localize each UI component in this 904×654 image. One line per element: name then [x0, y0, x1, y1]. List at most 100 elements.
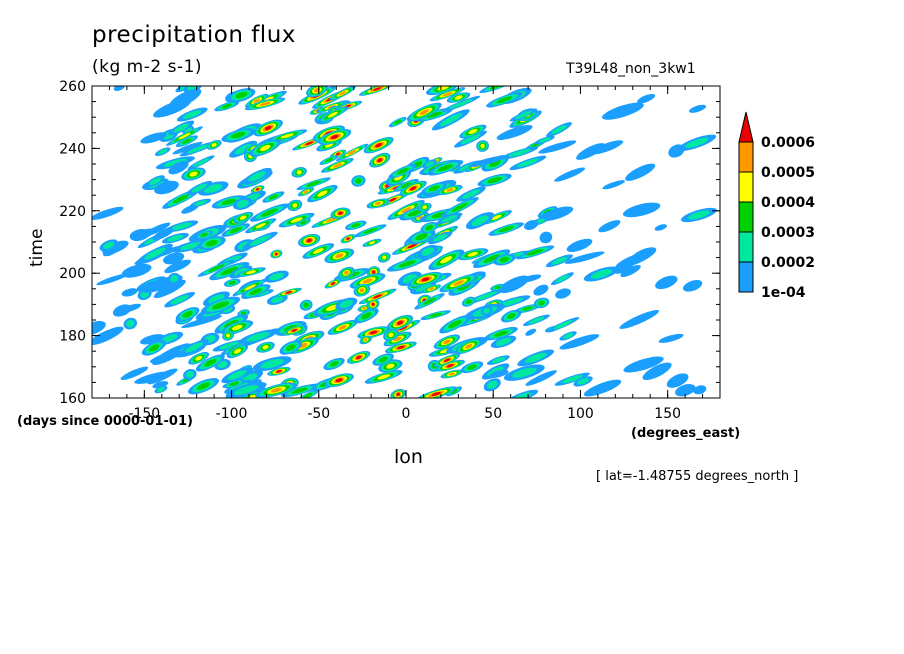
precip-blob	[399, 180, 427, 197]
precip-blob	[302, 243, 335, 259]
precip-contour	[378, 356, 388, 363]
precip-contour	[471, 215, 489, 226]
y-tick-label: 160	[59, 391, 86, 407]
precip-blob	[317, 106, 349, 123]
precip-contour	[533, 284, 549, 296]
precip-blob	[149, 350, 182, 363]
precip-blob	[484, 327, 518, 341]
precip-blob	[245, 218, 277, 234]
precip-contour	[682, 279, 703, 292]
precip-contour	[453, 280, 464, 286]
precip-contour	[598, 220, 621, 233]
precip-contour	[538, 300, 545, 306]
precip-contour	[298, 343, 308, 349]
precip-contour	[170, 275, 179, 283]
precip-contour	[204, 184, 223, 193]
precip-blob	[383, 331, 412, 347]
precip-blob	[625, 163, 656, 181]
precip-blob	[133, 228, 154, 241]
precip-blob	[134, 371, 173, 384]
precip-contour	[468, 128, 478, 135]
precip-blob	[439, 273, 478, 293]
precip-contour	[163, 158, 188, 167]
precip-contour	[185, 342, 203, 353]
precip-blob	[141, 340, 167, 356]
precip-blob	[387, 200, 425, 220]
precip-blob	[550, 272, 574, 286]
precip-blob	[299, 299, 313, 311]
precip-contour	[409, 186, 417, 191]
precip-contour	[261, 208, 278, 217]
precip-contour	[239, 215, 247, 220]
precip-contour	[329, 361, 339, 367]
precip-blob	[232, 211, 254, 224]
precip-blob	[222, 379, 246, 389]
precip-contour	[336, 152, 340, 156]
precip-blob	[383, 328, 399, 341]
precip-contour	[195, 355, 203, 361]
precip-blob	[168, 160, 189, 175]
precip-blob	[329, 86, 356, 101]
precip-blob	[161, 232, 189, 244]
precip-blob	[181, 315, 222, 329]
precip-blob	[229, 140, 258, 158]
precip-blob	[99, 239, 118, 252]
precip-blob	[241, 284, 271, 299]
precip-blob	[324, 248, 355, 264]
precip-blob	[693, 385, 707, 395]
precip-blob	[225, 382, 267, 398]
precip-contour	[499, 256, 510, 263]
precip-contour	[483, 307, 491, 314]
precip-contour	[399, 325, 408, 331]
precip-blob	[576, 143, 605, 160]
precip-contour	[561, 375, 583, 384]
precip-contour	[576, 143, 605, 160]
precip-blob	[525, 328, 537, 336]
precip-contour	[396, 320, 404, 325]
precip-contour	[200, 232, 208, 237]
precip-contour	[440, 256, 453, 264]
precip-blob	[266, 294, 288, 305]
precip-contour	[566, 238, 593, 253]
precip-blob	[538, 140, 577, 154]
precip-contour	[451, 202, 468, 212]
precip-contour	[347, 149, 357, 155]
precip-blob	[221, 223, 250, 237]
precip-blob	[145, 175, 165, 188]
precip-blob	[369, 152, 391, 168]
precip-blob	[168, 120, 195, 136]
precip-contour	[339, 299, 353, 308]
precip-contour	[393, 336, 402, 342]
precip-blob	[345, 220, 367, 231]
precip-contour	[285, 344, 296, 351]
precip-contour	[181, 315, 222, 329]
precip-blob	[176, 107, 208, 122]
precip-contour	[103, 241, 115, 250]
precip-contour	[359, 288, 365, 293]
precip-blob	[363, 137, 394, 154]
precip-blob	[433, 334, 461, 350]
precip-contour	[270, 387, 283, 393]
colorbar-box	[738, 171, 754, 203]
precip-contour	[234, 144, 252, 155]
precip-blob	[224, 278, 241, 287]
precip-contour	[338, 211, 343, 215]
precip-contour	[446, 188, 454, 192]
precip-contour	[189, 171, 198, 177]
precip-blob	[253, 119, 283, 137]
precip-contour	[182, 311, 193, 318]
precip-blob	[514, 304, 541, 314]
precip-contour	[368, 241, 376, 245]
precip-contour	[388, 197, 397, 202]
precip-blob	[390, 389, 406, 398]
precip-contour	[234, 267, 248, 277]
precip-blob	[456, 186, 486, 202]
precip-blob	[417, 244, 439, 259]
precip-blob	[642, 362, 672, 381]
precip-blob	[278, 212, 315, 228]
precip-blob	[622, 202, 661, 218]
precip-blob	[335, 143, 369, 162]
precip-contour	[244, 284, 257, 291]
precip-blob	[262, 191, 285, 203]
precip-blob	[372, 353, 394, 366]
